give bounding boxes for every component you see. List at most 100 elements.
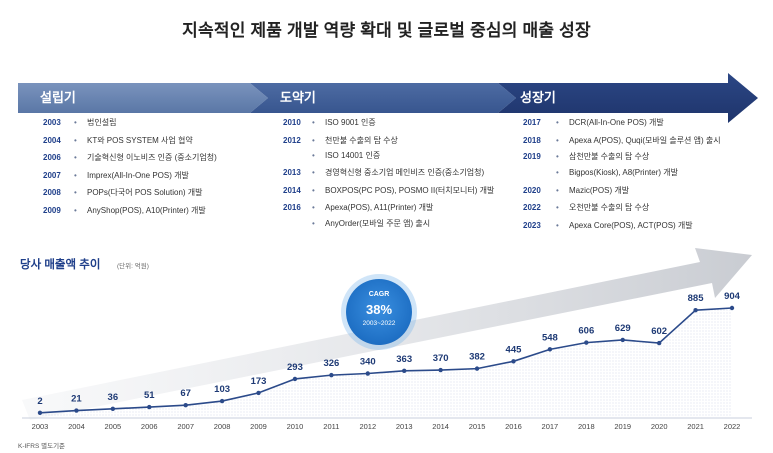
- x-tick-label: 2004: [68, 422, 85, 431]
- data-label: 173: [251, 376, 267, 387]
- footnote: K-IFRS 별도기준: [18, 443, 66, 450]
- x-tick-label: 2019: [614, 422, 631, 431]
- timeline-text: Apexa A(POS), Quqi(모바일 솔루션 앱) 출시: [556, 132, 721, 150]
- timeline-text: BOXPOS(PC POS), POSMO II(터치모니터) 개발: [312, 182, 494, 200]
- data-label: 382: [469, 352, 485, 363]
- sales-chart-unit: (단위: 억원): [117, 263, 149, 270]
- data-point: [147, 404, 152, 410]
- timeline-text: AnyShop(POS), A10(Printer) 개발: [74, 202, 206, 220]
- timeline-year: 2020: [523, 185, 541, 195]
- stage-arrow-bar: [18, 73, 758, 123]
- x-tick-label: 2005: [104, 422, 121, 431]
- cagr-label: CAGR: [368, 291, 390, 298]
- data-label: 363: [396, 354, 412, 365]
- timeline-text: 천만불 수출의 탑 수상: [312, 132, 398, 150]
- stage-segment-1: [18, 83, 268, 113]
- x-tick-label: 2022: [724, 422, 741, 431]
- timeline-text: AnyOrder(모바일 주문 앱) 출시: [312, 217, 430, 230]
- timeline-year: 2023: [523, 220, 541, 230]
- data-point: [729, 305, 735, 311]
- timeline-year: 2004: [43, 135, 61, 145]
- x-tick-label: 2010: [287, 422, 304, 431]
- stage-label-leap: 도약기: [280, 90, 316, 105]
- data-label: 36: [108, 392, 119, 403]
- timeline-text: 경영혁신형 중소기업 메인비즈 인증(중소기업청): [312, 164, 484, 182]
- timeline-text: Imprex(All-In-One POS) 개발: [74, 167, 189, 185]
- data-point: [37, 410, 43, 415]
- timeline-text: Mazic(POS) 개발: [556, 182, 629, 200]
- x-tick-label: 2021: [687, 422, 704, 431]
- timeline-text: POPs(다국어 POS Solution) 개발: [74, 184, 202, 202]
- timeline-year: 2019: [523, 152, 541, 161]
- timeline-text: Bigpos(Kiosk), A8(Printer) 개발: [556, 164, 678, 182]
- data-label: 67: [180, 388, 191, 399]
- stage-label-founding: 설립기: [40, 90, 76, 105]
- timeline-year: 2017: [523, 118, 541, 127]
- x-tick-label: 2020: [651, 422, 668, 431]
- data-point: [511, 359, 516, 364]
- x-tick-label: 2007: [177, 422, 194, 431]
- data-label: 326: [323, 358, 339, 369]
- timeline-text: Apexa Core(POS), ACT(POS) 개발: [556, 217, 693, 235]
- timeline-year: 2006: [43, 153, 61, 162]
- data-point: [329, 372, 334, 378]
- data-point: [474, 366, 480, 371]
- timeline-year: 2022: [523, 203, 541, 212]
- data-label: 606: [578, 326, 594, 337]
- timeline-year: 2014: [283, 185, 301, 195]
- stage-segment-3: [498, 73, 758, 123]
- stage-segment-2: [250, 83, 516, 113]
- x-tick-label: 2015: [469, 422, 486, 431]
- series-line: [39, 307, 733, 414]
- data-point: [584, 340, 589, 345]
- data-label: 629: [615, 323, 631, 334]
- timeline-year: 2003: [43, 118, 61, 127]
- timeline-year: 2007: [43, 170, 61, 180]
- timeline-year: 2018: [523, 135, 541, 145]
- x-tick-label: 2017: [542, 422, 559, 431]
- timeline-text: 기술혁신형 이노비즈 인증 (중소기업청): [74, 149, 217, 167]
- data-point: [292, 376, 298, 382]
- data-point: [256, 390, 261, 396]
- cagr-period: 2003~2022: [362, 320, 396, 327]
- data-label: 293: [287, 362, 303, 373]
- x-tick-label: 2008: [214, 422, 231, 431]
- data-label: 548: [542, 332, 558, 343]
- data-label: 103: [214, 384, 230, 395]
- data-point: [365, 371, 370, 376]
- timeline-text: Apexa(POS), A11(Printer) 개발: [312, 199, 433, 217]
- timeline-year: 2010: [283, 118, 301, 127]
- data-point: [219, 398, 225, 404]
- timeline-text: DCR(All-In-One POS) 개발: [556, 114, 664, 132]
- data-point: [402, 368, 407, 374]
- timeline-text: ISO 14001 인증: [312, 149, 380, 162]
- x-tick-label: 2013: [396, 422, 413, 431]
- timeline-year: 2016: [283, 203, 301, 212]
- data-label: 445: [506, 344, 523, 355]
- data-label: 885: [688, 293, 705, 304]
- data-point: [74, 408, 79, 413]
- data-label: 51: [144, 390, 155, 401]
- x-tick-label: 2006: [141, 422, 158, 431]
- page-title: 지속적인 제품 개발 역량 확대 및 글로벌 중심의 매출 성장: [182, 21, 591, 40]
- timeline-text: KT와 POS SYSTEM 사업 협약: [74, 132, 193, 150]
- x-tick-label: 2012: [359, 422, 376, 431]
- data-point: [547, 347, 553, 352]
- x-tick-label: 2009: [250, 422, 267, 431]
- data-point: [183, 403, 188, 408]
- x-tick-label: 2018: [578, 422, 595, 431]
- data-point: [620, 337, 625, 343]
- data-label: 340: [360, 357, 376, 368]
- timeline-year: 2012: [283, 135, 301, 145]
- data-point: [693, 308, 698, 313]
- timeline-text: 삼천만불 수출의 탑 수상: [556, 149, 649, 164]
- data-label: 904: [724, 291, 741, 302]
- data-label: 370: [433, 353, 449, 364]
- data-label: 21: [71, 394, 82, 405]
- x-tick-label: 2003: [32, 422, 49, 431]
- stage-label-growth: 성장기: [520, 90, 556, 105]
- data-label: 602: [651, 326, 667, 337]
- timeline-year: 2008: [43, 188, 61, 197]
- x-tick-label: 2011: [323, 422, 339, 431]
